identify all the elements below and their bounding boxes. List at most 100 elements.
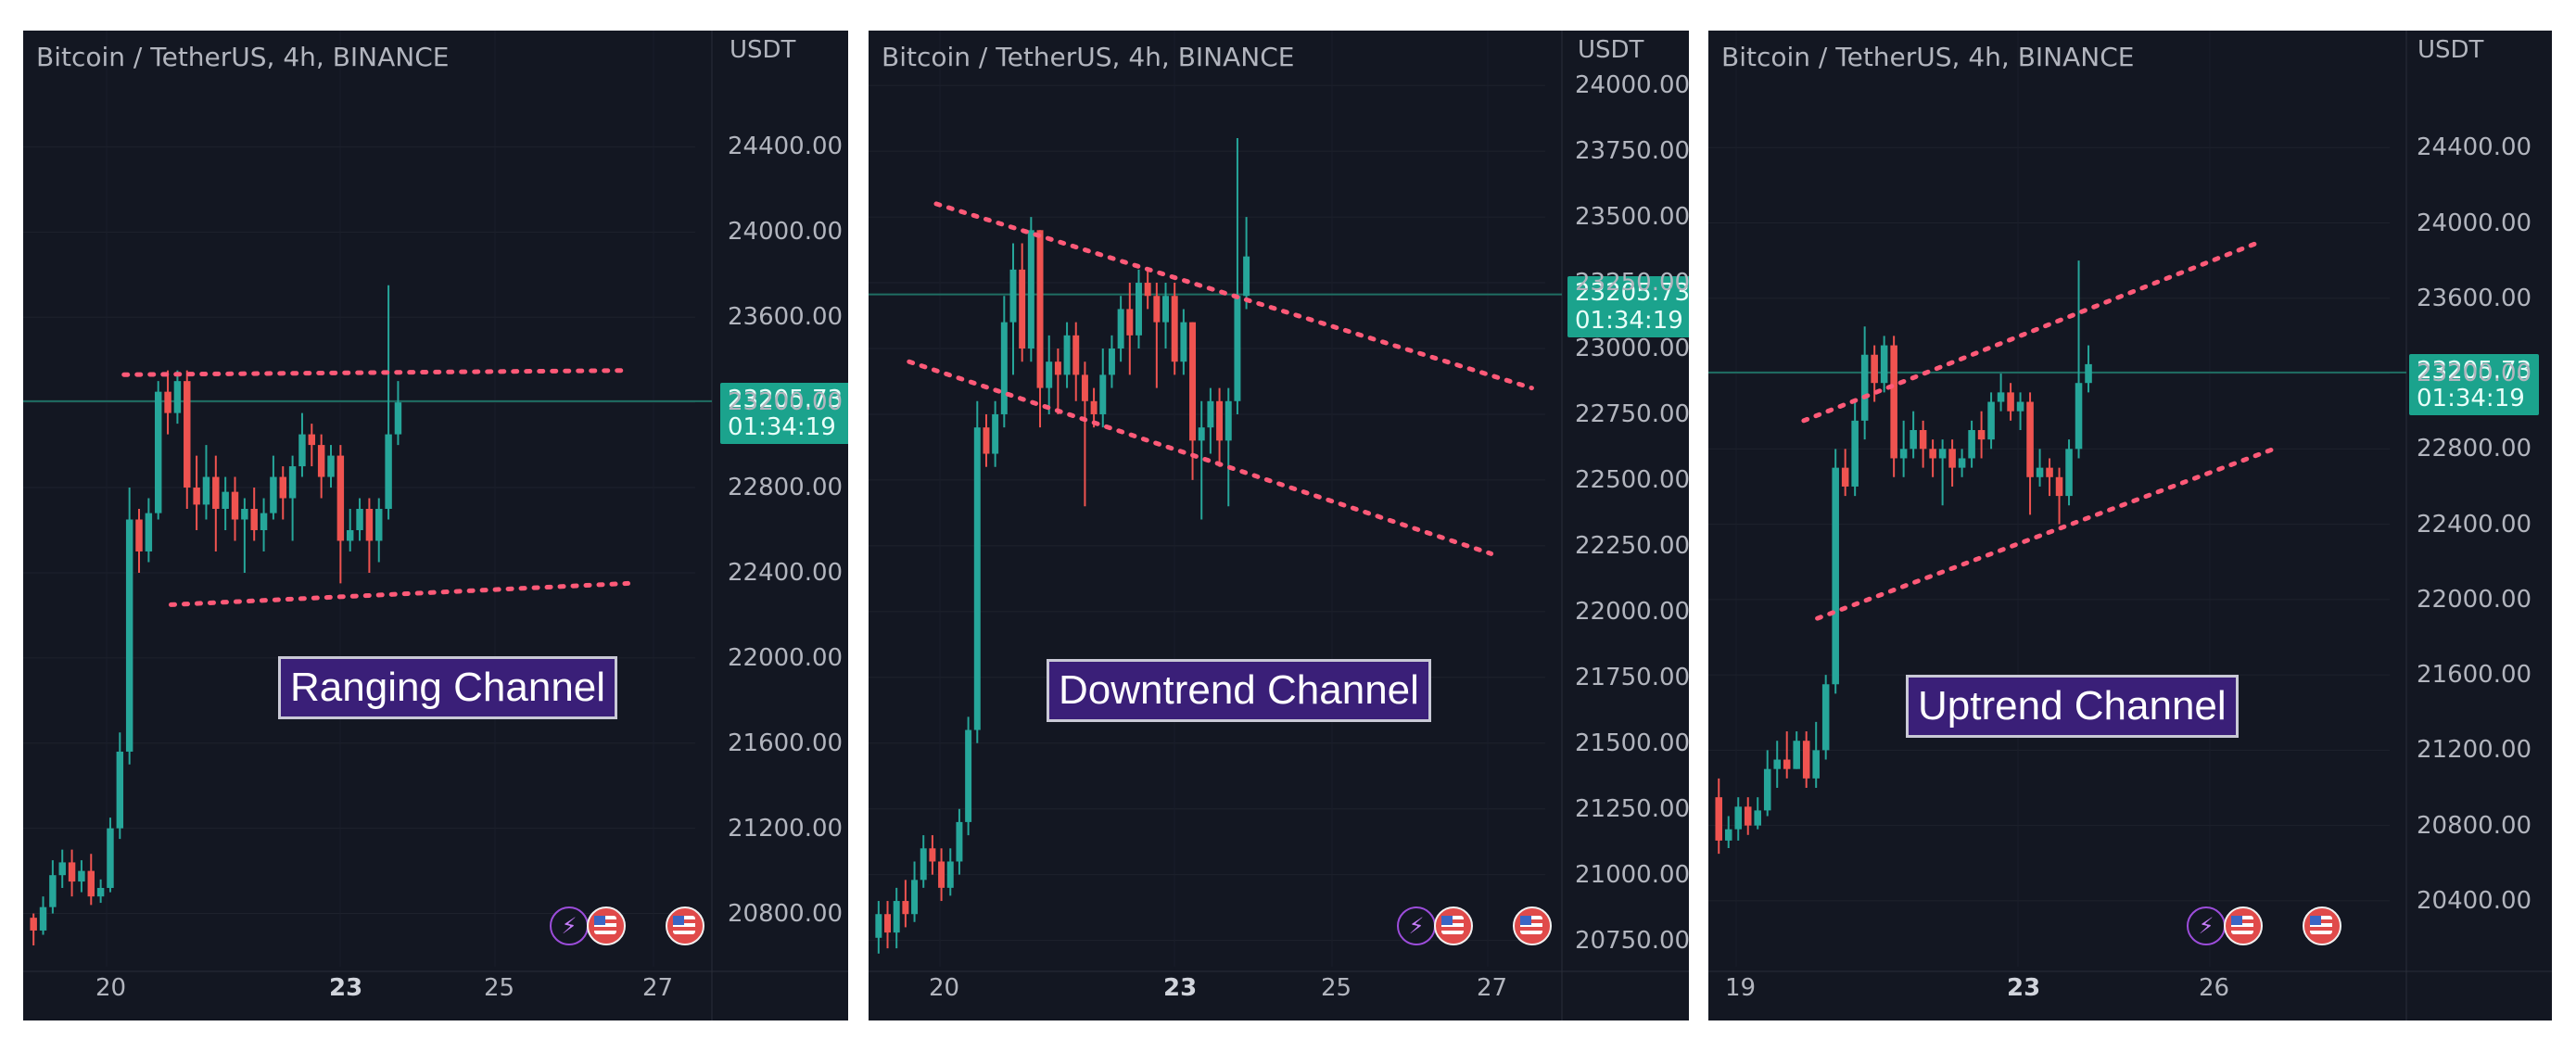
last-price-tag: 23205.73 01:34:19 [720, 382, 848, 444]
candle-body [1763, 768, 1771, 811]
y-tick-label: 22400.00 [728, 558, 844, 587]
last-price: 23205.73 [728, 385, 844, 413]
candle [1841, 449, 1849, 497]
candle-body [1910, 430, 1917, 450]
y-tick-label: 23200.00 [2417, 360, 2532, 388]
y-tick-label: 21500.00 [1575, 729, 1689, 757]
candle-body [1860, 354, 1869, 421]
candle [193, 455, 200, 530]
candle [135, 509, 143, 573]
bolt-icon[interactable]: ⚡ [1397, 906, 1436, 945]
candle-body [1744, 806, 1752, 826]
y-tick-label: 23600.00 [2417, 284, 2532, 312]
candle-body [1027, 230, 1034, 349]
candle [1126, 283, 1134, 375]
candle [973, 400, 981, 743]
candle [1135, 269, 1142, 349]
y-tick-label: 22250.00 [1575, 531, 1689, 560]
candle [929, 835, 936, 875]
candle-body [1821, 684, 1830, 751]
channel-line [121, 368, 630, 377]
y-tick-label: 23600.00 [728, 303, 844, 332]
candle-body [1997, 392, 2005, 402]
candle-body [1958, 458, 1966, 468]
candle-body [145, 513, 153, 551]
y-tick-label: 22000.00 [728, 643, 844, 672]
candle [68, 849, 76, 897]
candle [2046, 458, 2053, 497]
candle [260, 498, 268, 551]
candle-body [1054, 361, 1061, 375]
candle-body [260, 513, 268, 530]
candle [125, 488, 133, 765]
candle-body [1189, 322, 1197, 441]
candle-body [1162, 296, 1169, 323]
candle-body [96, 887, 105, 897]
candle-body [2036, 467, 2044, 477]
candle-body [1851, 420, 1859, 487]
candle [1046, 335, 1053, 414]
y-tick-label: 20800.00 [2417, 811, 2532, 840]
candle [173, 370, 182, 425]
x-tick-label: 19 [1725, 974, 1757, 1002]
candle [250, 488, 258, 541]
candle [288, 455, 297, 541]
candle-countdown: 01:34:19 [2417, 384, 2525, 412]
candle-body [39, 906, 47, 931]
y-tick-label: 21750.00 [1575, 663, 1689, 691]
currency-unit: USDT [2417, 36, 2484, 64]
candle-body [231, 491, 239, 520]
candle [298, 412, 306, 477]
candle [2026, 392, 2034, 515]
candle [30, 913, 37, 946]
candle-body [1019, 269, 1026, 349]
candle [96, 879, 105, 904]
candle [1054, 349, 1061, 414]
y-tick-label: 22800.00 [728, 474, 844, 502]
candle-body [394, 402, 402, 435]
candle-body [2075, 383, 2083, 450]
candle-body [1715, 797, 1723, 841]
bolt-icon[interactable]: ⚡ [550, 906, 589, 945]
candle-body [1841, 467, 1849, 487]
y-tick-label: 24000.00 [1575, 71, 1689, 100]
candle [1072, 322, 1080, 401]
candle-body [965, 729, 972, 822]
last-price: 23205.73 [2417, 356, 2532, 385]
candle-body [116, 751, 124, 829]
candle [875, 901, 882, 954]
flag-icon[interactable] [587, 906, 626, 945]
flag-icon[interactable] [1434, 906, 1473, 945]
candle-body [241, 509, 248, 520]
flag-icon[interactable] [1513, 906, 1552, 945]
flag-icon[interactable] [666, 906, 704, 945]
flag-icon[interactable] [2303, 906, 2341, 945]
flag-icon[interactable] [2224, 906, 2263, 945]
candle-body [2026, 401, 2034, 477]
candle-body [68, 862, 76, 882]
y-tick-label: 24000.00 [728, 218, 844, 247]
candle [1117, 296, 1124, 362]
bolt-icon[interactable]: ⚡ [2187, 906, 2226, 945]
candle [375, 498, 383, 563]
y-tick-label: 24000.00 [2417, 209, 2532, 237]
candle [241, 498, 248, 573]
candle-body [2016, 401, 2024, 412]
candle [336, 445, 345, 584]
candle-body [983, 427, 990, 454]
candle [1929, 439, 1936, 477]
candle-countdown: 01:34:19 [1575, 306, 1683, 335]
y-tick-label: 21250.00 [1575, 794, 1689, 823]
candle [107, 818, 114, 893]
candle-body [902, 901, 909, 915]
candle [1063, 322, 1071, 388]
candle [1763, 750, 1771, 817]
candle [78, 860, 85, 893]
candle [164, 370, 171, 435]
candle [1832, 449, 1839, 694]
candle-body [1783, 759, 1791, 769]
last-price-tag: 23205.73 01:34:19 [1567, 275, 1689, 337]
candle-body [49, 875, 57, 907]
candle-body [1929, 449, 1936, 459]
candle-body [270, 476, 277, 513]
